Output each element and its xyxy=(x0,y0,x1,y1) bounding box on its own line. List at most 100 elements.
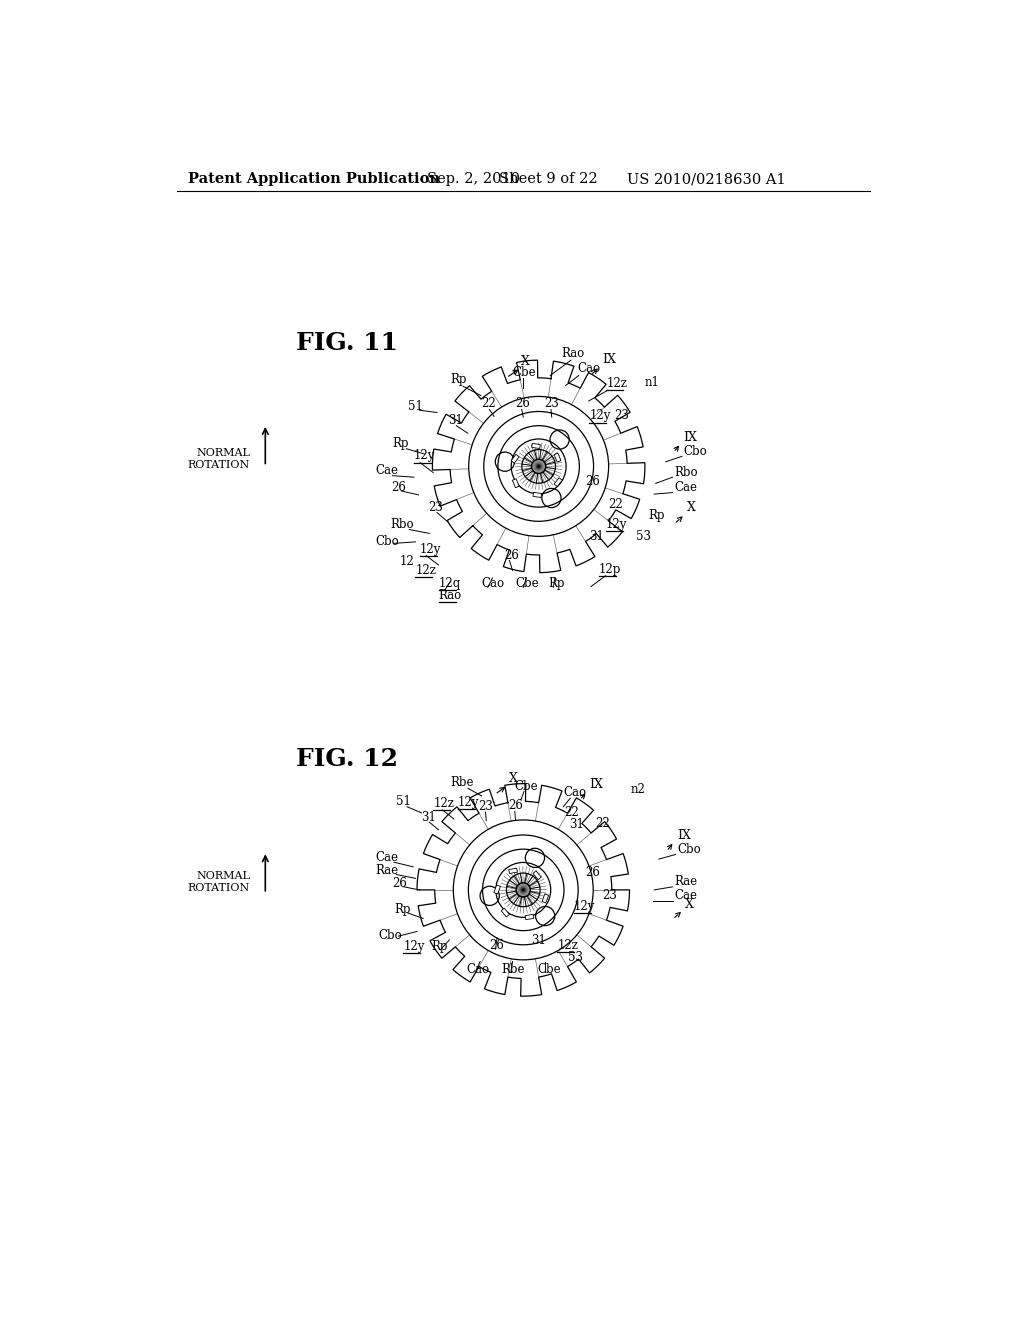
Text: Cbe: Cbe xyxy=(515,780,539,793)
Text: n2: n2 xyxy=(631,783,646,796)
Text: Rp: Rp xyxy=(431,940,447,953)
Text: 12z: 12z xyxy=(606,378,628,391)
Bar xyxy=(531,444,541,449)
Text: 22: 22 xyxy=(608,498,623,511)
Text: 12y: 12y xyxy=(414,450,435,462)
Text: Cae: Cae xyxy=(674,890,697,902)
Text: X: X xyxy=(521,355,529,368)
Bar xyxy=(554,478,562,487)
Text: Cao: Cao xyxy=(563,785,587,799)
Text: Cbo: Cbo xyxy=(677,843,701,855)
Text: Cae: Cae xyxy=(376,465,398,477)
Text: Rae: Rae xyxy=(376,865,398,878)
Text: 26: 26 xyxy=(504,549,519,562)
Text: Cbo: Cbo xyxy=(376,535,399,548)
Text: 23: 23 xyxy=(429,502,443,513)
Text: Cao: Cao xyxy=(578,363,600,375)
Text: 12: 12 xyxy=(400,554,415,568)
Text: 12y: 12y xyxy=(605,517,627,531)
Text: 26: 26 xyxy=(392,876,408,890)
Text: Cbo: Cbo xyxy=(683,445,708,458)
Text: US 2010/0218630 A1: US 2010/0218630 A1 xyxy=(628,172,785,186)
Text: Rbo: Rbo xyxy=(391,517,415,531)
Text: Rp: Rp xyxy=(394,903,411,916)
Text: 12y: 12y xyxy=(574,900,595,913)
Text: 51: 51 xyxy=(396,795,411,808)
Text: Rbe: Rbe xyxy=(451,776,474,789)
Text: Cao: Cao xyxy=(466,964,489,975)
Text: NORMAL
ROTATION: NORMAL ROTATION xyxy=(187,871,250,894)
Text: FIG. 11: FIG. 11 xyxy=(296,331,398,355)
Text: 12p: 12p xyxy=(599,562,622,576)
Text: 26: 26 xyxy=(508,799,522,812)
Text: Rp: Rp xyxy=(451,374,467,387)
Text: Sep. 2, 2010: Sep. 2, 2010 xyxy=(427,172,520,186)
Text: 12y: 12y xyxy=(403,940,425,953)
Text: Rp: Rp xyxy=(548,577,564,590)
Text: X: X xyxy=(509,772,518,785)
Text: IX: IX xyxy=(602,354,615,366)
Text: Cbe: Cbe xyxy=(512,366,537,379)
Text: n1: n1 xyxy=(645,376,659,388)
Text: Rao: Rao xyxy=(438,589,462,602)
Text: X: X xyxy=(686,502,695,513)
Text: 31: 31 xyxy=(449,414,464,428)
Bar xyxy=(525,915,534,920)
Text: 31: 31 xyxy=(569,818,585,832)
Text: 26: 26 xyxy=(585,475,600,488)
Bar xyxy=(534,492,542,498)
Text: 31: 31 xyxy=(531,933,546,946)
Text: Rae: Rae xyxy=(674,875,697,888)
Text: IX: IX xyxy=(677,829,691,842)
Text: 22: 22 xyxy=(564,807,579,818)
Bar xyxy=(534,871,542,879)
Text: IX: IX xyxy=(590,779,603,791)
Text: 12z: 12z xyxy=(416,564,436,577)
Text: 51: 51 xyxy=(408,400,423,413)
Text: Cao: Cao xyxy=(481,577,505,590)
Text: Cae: Cae xyxy=(376,850,398,863)
Text: Cae: Cae xyxy=(674,480,697,494)
Text: 23: 23 xyxy=(614,409,629,422)
Text: Rp: Rp xyxy=(648,508,665,521)
Text: 12y: 12y xyxy=(420,543,441,556)
Text: 12q: 12q xyxy=(438,577,461,590)
Text: Sheet 9 of 22: Sheet 9 of 22 xyxy=(499,172,597,186)
Text: 53: 53 xyxy=(636,529,650,543)
Text: 53: 53 xyxy=(568,950,583,964)
Bar xyxy=(501,908,510,917)
Text: 12y: 12y xyxy=(458,796,479,809)
Bar xyxy=(511,454,519,463)
Text: 31: 31 xyxy=(422,810,436,824)
Text: Cbe: Cbe xyxy=(515,577,540,590)
Text: Rbo: Rbo xyxy=(674,466,697,479)
Bar xyxy=(554,453,561,462)
Text: 22: 22 xyxy=(481,397,497,411)
Bar xyxy=(509,869,517,874)
Text: 26: 26 xyxy=(515,397,529,411)
Text: 12z: 12z xyxy=(433,797,454,809)
Text: X: X xyxy=(685,898,694,911)
Text: 23: 23 xyxy=(478,800,494,813)
Text: Cbo: Cbo xyxy=(379,929,402,942)
Text: 12y: 12y xyxy=(590,409,611,422)
Text: 12z: 12z xyxy=(557,940,578,952)
Text: 31: 31 xyxy=(589,529,603,543)
Text: Rao: Rao xyxy=(562,347,585,360)
Text: Patent Application Publication: Patent Application Publication xyxy=(188,172,440,186)
Text: FIG. 12: FIG. 12 xyxy=(296,747,398,771)
Text: 23: 23 xyxy=(544,397,559,411)
Bar xyxy=(512,479,519,487)
Text: NORMAL
ROTATION: NORMAL ROTATION xyxy=(187,447,250,470)
Text: 23: 23 xyxy=(602,890,616,902)
Text: Rbe: Rbe xyxy=(502,964,525,975)
Text: IX: IX xyxy=(683,432,697,444)
Bar xyxy=(494,884,501,894)
Text: 26: 26 xyxy=(489,940,504,952)
Text: 26: 26 xyxy=(391,480,406,494)
Text: 22: 22 xyxy=(595,817,609,830)
Bar xyxy=(542,894,549,903)
Text: Cbe: Cbe xyxy=(538,964,561,975)
Text: 26: 26 xyxy=(585,866,600,879)
Text: Rp: Rp xyxy=(392,437,409,450)
